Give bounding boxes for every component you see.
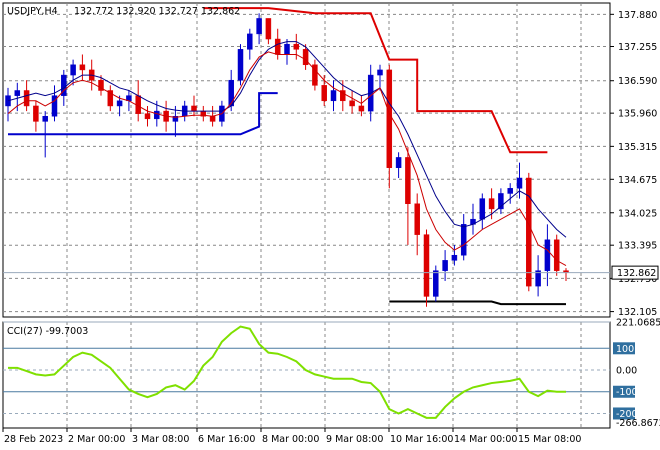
cci-series-line (8, 325, 566, 419)
candle-body (312, 64, 318, 86)
candle-body (116, 100, 123, 107)
candle-body (79, 64, 86, 71)
candle-body (460, 224, 467, 256)
candle-body (237, 49, 244, 81)
candle-body (405, 157, 411, 205)
time-tick-label: 28 Feb 2023 (4, 434, 63, 445)
candle-body (358, 105, 365, 112)
candle-body (33, 105, 39, 122)
time-axis: 28 Feb 2023 2 Mar 00:00 3 Mar 08:00 6 Mar 1… (2, 428, 581, 445)
cci-level-marker (613, 385, 635, 398)
price-tick-label: 137.255 (618, 42, 657, 53)
price-panel: 137.880 137.255 136.590 135.960 135.315 134.6… (2, 2, 659, 318)
candle-body (414, 203, 420, 235)
candle-body (228, 79, 234, 107)
cci-level-label: -200 (616, 409, 638, 420)
cci-panel-frame (2, 321, 611, 429)
candle-body (274, 38, 281, 55)
candle-body (293, 43, 300, 50)
cci-level-label: 221.0685 (616, 318, 660, 329)
candle-body (5, 95, 11, 107)
price-tick-label: 132.105 (618, 307, 657, 318)
candle-body (451, 254, 458, 261)
candle-body (544, 239, 551, 271)
time-tick-label: 8 Mar 00:00 (262, 434, 319, 445)
time-tick-label: 14 Mar 00:00 (454, 434, 517, 445)
candle-body (42, 115, 48, 122)
candle-body (479, 198, 486, 220)
candle-body (526, 177, 532, 287)
current-price-marker (611, 265, 659, 280)
time-tick-label: 6 Mar 16:00 (198, 434, 255, 445)
upper-band-line (203, 7, 548, 154)
time-tick-label: 9 Mar 08:00 (326, 434, 383, 445)
candle-body (553, 239, 560, 271)
candle-body (321, 85, 327, 102)
candle-body (395, 157, 402, 168)
candle-body (377, 69, 383, 76)
price-tick-label: 133.395 (618, 241, 657, 252)
candle-body (265, 18, 272, 40)
cci-level-label: -266.8672 (616, 418, 660, 429)
price-tick-label: 134.025 (618, 208, 657, 219)
candle-body (433, 270, 439, 297)
cci-level-label: -100 (616, 387, 638, 398)
cci-panel: 221.0685 100 0.00 -100 -200-266.8672 CCI(27)… (2, 318, 660, 429)
candle-body (535, 270, 541, 287)
support-line (389, 300, 566, 306)
candle-body (498, 193, 504, 210)
candle-body (423, 234, 430, 297)
candle-body (14, 90, 21, 96)
candle-body (302, 49, 309, 66)
candle-body (442, 260, 448, 271)
candle-body (507, 188, 513, 194)
lower-band-line (8, 92, 278, 136)
cci-title: CCI(27) -99.7003 (7, 326, 88, 337)
price-tick-label: 135.960 (618, 109, 657, 120)
cci-level-label: 0.00 (616, 366, 637, 377)
price-tick-label: 134.675 (618, 175, 657, 186)
candle-body (70, 64, 76, 76)
time-tick-label: 2 Mar 00:00 (68, 434, 125, 445)
candle-body (284, 43, 290, 55)
time-tick-label: 15 Mar 08:00 (518, 434, 581, 445)
candle-body (191, 105, 197, 112)
price-tick-label: 135.315 (618, 142, 657, 153)
cci-level-marker (613, 407, 635, 420)
current-price-label: 132.862 (617, 268, 656, 279)
cci-level-marker (613, 342, 635, 355)
candle-body (516, 177, 523, 189)
candle-body (488, 198, 495, 210)
candle-body (98, 79, 104, 91)
slow-ma-line (7, 41, 567, 238)
candle-body (172, 115, 179, 122)
candle-body (107, 90, 114, 107)
candle-body (256, 18, 262, 35)
candle-body (349, 100, 355, 107)
candle-body (340, 90, 346, 102)
candle-body (386, 69, 393, 168)
candle-body (247, 33, 253, 50)
time-tick-label: 10 Mar 16:00 (390, 434, 453, 445)
candle-body (154, 110, 160, 120)
candle-body (51, 95, 58, 117)
chart-title: USDJPY,H4 (7, 6, 58, 17)
ohlc-readout: 132.772 132.920 132.727 132.862 (74, 6, 240, 17)
cci-level-label: 100 (616, 344, 634, 355)
fast-ma-line (7, 51, 567, 266)
price-tick-label: 137.880 (618, 10, 657, 21)
time-tick-label: 3 Mar 08:00 (132, 434, 189, 445)
candle-body (23, 90, 30, 107)
candle-body (209, 115, 216, 122)
candle-body (330, 90, 337, 102)
price-tick-label: 136.590 (618, 76, 657, 87)
candle-body (144, 113, 151, 120)
